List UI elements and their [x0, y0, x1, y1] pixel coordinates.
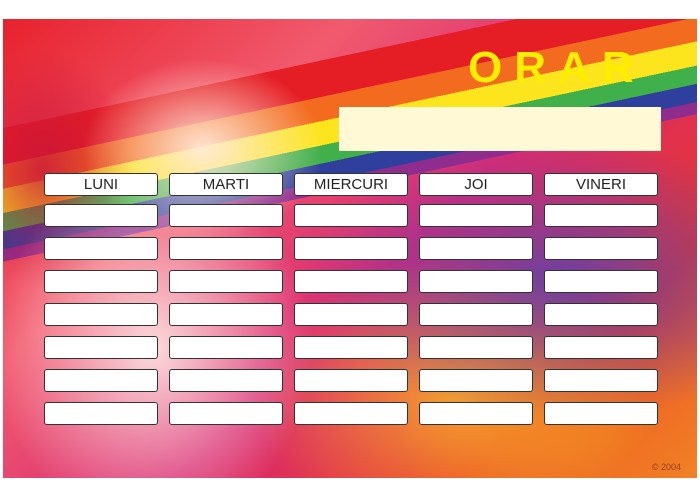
- timetable-cell[interactable]: [44, 369, 158, 392]
- day-header-joi: JOI: [419, 173, 533, 196]
- timetable-cell[interactable]: [169, 369, 283, 392]
- timetable-cell[interactable]: [294, 270, 408, 293]
- timetable-cell[interactable]: [544, 336, 658, 359]
- timetable-cell[interactable]: [419, 303, 533, 326]
- timetable-cell[interactable]: [294, 336, 408, 359]
- timetable-cell[interactable]: [44, 402, 158, 425]
- timetable-cell[interactable]: [44, 270, 158, 293]
- timetable-cell[interactable]: [169, 336, 283, 359]
- timetable-cell[interactable]: [544, 369, 658, 392]
- timetable-cell[interactable]: [544, 402, 658, 425]
- artist-signature: © 2004: [651, 462, 681, 472]
- timetable-cell[interactable]: [419, 204, 533, 227]
- timetable-cell[interactable]: [169, 303, 283, 326]
- timetable-cell[interactable]: [419, 402, 533, 425]
- day-header-marti: MARTI: [169, 173, 283, 196]
- name-field[interactable]: [339, 107, 661, 151]
- timetable-cell[interactable]: [544, 237, 658, 260]
- timetable-cell[interactable]: [169, 204, 283, 227]
- timetable-cell[interactable]: [544, 270, 658, 293]
- timetable-cell[interactable]: [419, 270, 533, 293]
- timetable-poster: ORAR LUNI MARTI MIERCURI JOI VINERI © 2004: [3, 19, 697, 478]
- timetable-cell[interactable]: [44, 237, 158, 260]
- timetable-cell[interactable]: [169, 402, 283, 425]
- timetable-cell[interactable]: [544, 303, 658, 326]
- day-header-vineri: VINERI: [544, 173, 658, 196]
- timetable-cell[interactable]: [294, 303, 408, 326]
- timetable-cell[interactable]: [294, 204, 408, 227]
- timetable-cell[interactable]: [44, 336, 158, 359]
- day-header-luni: LUNI: [44, 173, 158, 196]
- timetable-cell[interactable]: [294, 402, 408, 425]
- timetable-cell[interactable]: [419, 369, 533, 392]
- timetable-cell[interactable]: [419, 336, 533, 359]
- timetable-cell[interactable]: [294, 237, 408, 260]
- timetable-cell[interactable]: [44, 204, 158, 227]
- day-header-miercuri: MIERCURI: [294, 173, 408, 196]
- timetable-cell[interactable]: [169, 270, 283, 293]
- timetable-cell[interactable]: [294, 369, 408, 392]
- timetable-cell[interactable]: [44, 303, 158, 326]
- timetable-cell[interactable]: [544, 204, 658, 227]
- timetable-cell[interactable]: [169, 237, 283, 260]
- timetable-cell[interactable]: [419, 237, 533, 260]
- page-title: ORAR: [468, 43, 646, 92]
